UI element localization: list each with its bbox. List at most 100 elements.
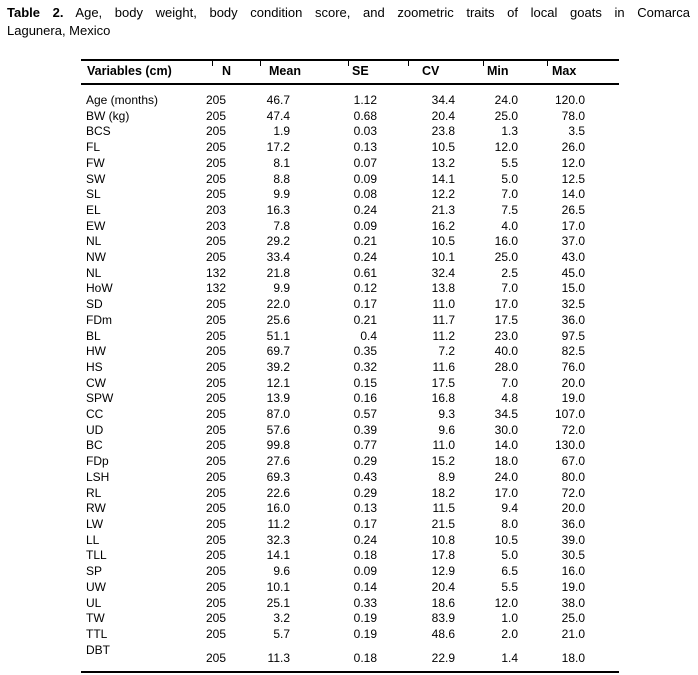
value-cell: 25.6	[266, 312, 290, 327]
table-row: HoW 132 9.9 0.12 13.8 7.0 15.0	[81, 281, 619, 297]
variable-cell: CW	[86, 375, 106, 390]
variable-cell: BL	[86, 328, 101, 343]
value-cell: 51.1	[266, 328, 290, 343]
value-cell: 32.3	[266, 532, 290, 547]
value-cell: 12.0	[494, 595, 518, 610]
variable-cell: TTL	[86, 626, 108, 641]
value-cell: 25.0	[494, 250, 518, 265]
value-cell: 15.0	[561, 281, 585, 296]
value-cell: 18.0	[561, 650, 585, 665]
value-cell: 5.0	[501, 548, 518, 563]
value-cell: 4.8	[501, 391, 518, 406]
value-cell: 9.9	[273, 187, 290, 202]
value-cell: 0.24	[353, 532, 377, 547]
value-cell: 0.17	[353, 297, 377, 312]
value-cell: 0.09	[353, 218, 377, 233]
value-cell: 205	[205, 375, 226, 390]
value-cell: 3.5	[568, 124, 585, 139]
value-cell: 19.0	[561, 579, 585, 594]
value-cell: 205	[205, 155, 226, 170]
value-cell: 76.0	[561, 359, 585, 374]
value-cell: 24.0	[494, 93, 518, 107]
value-cell: 39.2	[266, 359, 290, 374]
value-cell: 22.0	[266, 297, 290, 312]
table-row: NL 132 21.8 0.61 32.4 2.5 45.0	[81, 266, 619, 282]
value-cell: 26.5	[561, 202, 585, 217]
value-cell: 37.0	[561, 234, 585, 249]
value-cell: 16.0	[266, 501, 290, 516]
value-cell: 0.08	[353, 187, 377, 202]
variable-cell: DBT	[86, 642, 110, 657]
value-cell: 0.29	[353, 454, 377, 469]
caption-line-2: Lagunera, Mexico	[7, 22, 111, 38]
col-header-n: N	[196, 60, 260, 85]
value-cell: 9.4	[501, 501, 518, 516]
header-tick	[547, 60, 548, 66]
value-cell: 11.0	[432, 438, 455, 453]
goat-traits-table: Variables (cm) N Mean SE CV Min Max Age …	[81, 59, 619, 673]
value-cell: 4.0	[501, 218, 518, 233]
value-cell: 205	[205, 422, 226, 437]
value-cell: 0.43	[353, 469, 377, 484]
value-cell: 205	[205, 454, 226, 469]
value-cell: 0.15	[353, 375, 377, 390]
value-cell: 14.0	[561, 187, 585, 202]
value-cell: 12.9	[431, 564, 455, 579]
value-cell: 205	[205, 140, 226, 155]
value-cell: 22.9	[431, 650, 455, 665]
value-cell: 0.09	[353, 564, 377, 579]
value-cell: 21.3	[431, 202, 455, 217]
value-cell: 5.5	[501, 579, 518, 594]
value-cell: 72.0	[561, 485, 585, 500]
header-row: Variables (cm) N Mean SE CV Min Max	[81, 60, 619, 85]
value-cell: 26.0	[561, 140, 585, 155]
value-cell: 205	[205, 548, 226, 563]
value-cell: 1.9	[273, 124, 290, 139]
value-cell: 0.77	[353, 438, 377, 453]
table-caption: Table 2. Age, body weight, body conditio…	[7, 4, 690, 39]
value-cell: 0.09	[353, 171, 377, 186]
header-tick	[348, 60, 349, 66]
table-row: HW 205 69.7 0.35 7.2 40.0 82.5	[81, 344, 619, 360]
table-row: Age (months) 205 46.7 1.12 34.4 24.0 120.0	[81, 84, 619, 109]
value-cell: 14.1	[266, 548, 290, 563]
value-cell: 14.1	[431, 171, 455, 186]
value-cell: 0.19	[353, 611, 377, 626]
variable-cell: SP	[86, 564, 103, 579]
value-cell: 0.13	[353, 501, 377, 516]
table-row: NL 205 29.2 0.21 10.5 16.0 37.0	[81, 234, 619, 250]
value-cell: 34.5	[494, 407, 518, 422]
value-cell: 0.32	[353, 359, 377, 374]
table-row: LL 205 32.3 0.24 10.8 10.5 39.0	[81, 533, 619, 549]
value-cell: 205	[205, 564, 226, 579]
value-cell: 205	[205, 611, 226, 626]
value-cell: 24.0	[494, 469, 518, 484]
value-cell: 6.5	[501, 564, 518, 579]
value-cell: 11.3	[267, 650, 290, 665]
value-cell: 17.0	[494, 485, 518, 500]
value-cell: 11.2	[267, 516, 290, 531]
table-row: NW 205 33.4 0.24 10.1 25.0 43.0	[81, 250, 619, 266]
value-cell: 21.8	[266, 265, 290, 280]
value-cell: 0.17	[353, 516, 377, 531]
value-cell: 205	[205, 250, 226, 265]
variable-cell: RW	[86, 501, 106, 516]
table-row: SW 205 8.8 0.09 14.1 5.0 12.5	[81, 172, 619, 188]
value-cell: 12.2	[431, 187, 455, 202]
value-cell: 8.0	[501, 516, 518, 531]
variable-cell: CC	[86, 407, 104, 422]
value-cell: 32.5	[561, 297, 585, 312]
value-cell: 0.18	[353, 650, 377, 665]
value-cell: 205	[205, 650, 226, 665]
value-cell: 20.4	[431, 108, 455, 123]
value-cell: 205	[205, 501, 226, 516]
value-cell: 16.8	[431, 391, 455, 406]
table-row: BW (kg) 205 47.4 0.68 20.4 25.0 78.0	[81, 109, 619, 125]
value-cell: 205	[205, 469, 226, 484]
value-cell: 132	[205, 265, 226, 280]
value-cell: 10.1	[431, 250, 455, 265]
value-cell: 10.5	[431, 140, 455, 155]
value-cell: 17.5	[431, 375, 455, 390]
value-cell: 9.6	[273, 564, 290, 579]
value-cell: 203	[205, 218, 226, 233]
